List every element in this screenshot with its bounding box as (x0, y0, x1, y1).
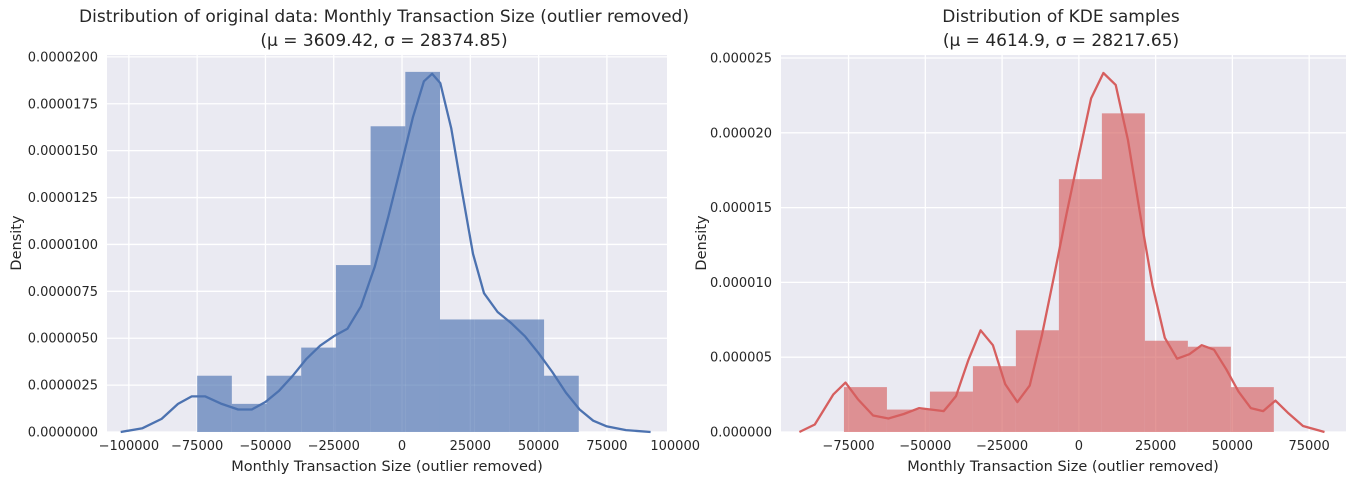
chart-title-line2: (μ = 3609.42, σ = 28374.85) (260, 31, 507, 51)
chart-kde-samples: Distribution of KDE samples (μ = 4614.9,… (694, 7, 1346, 475)
y-tick-label: 0.000025 (710, 51, 772, 66)
y-tick-label: 0.0000150 (28, 144, 98, 159)
kde-line (798, 71, 1325, 434)
x-tick-label: 25000 (1135, 439, 1176, 454)
y-tick-labels: 0.000000 0.000005 0.000010 0.000015 0.000020… (710, 51, 772, 440)
grid (781, 55, 1346, 433)
y-tick-label: 0.0000050 (28, 332, 98, 347)
chart-title-line1: Distribution of original data: Monthly T… (79, 7, 689, 27)
x-tick-label: −75000 (822, 439, 874, 454)
x-tick-label: −25000 (976, 439, 1028, 454)
x-tick-label: 25000 (450, 439, 491, 454)
kde-line (120, 72, 651, 434)
histogram-bar (509, 319, 545, 432)
kde-curve (798, 71, 1325, 434)
y-tick-label: 0.0000025 (28, 379, 98, 394)
y-tick-label: 0.0000125 (28, 191, 98, 206)
y-tick-labels: 0.0000000 0.0000025 0.0000050 0.0000075 0.00… (28, 50, 98, 440)
histogram-bar (439, 319, 475, 432)
x-tick-labels: −75000 −50000 −25000 0 25000 50000 75000 (822, 439, 1329, 454)
histogram-bar (301, 347, 336, 432)
chart-title-line1: Distribution of KDE samples (942, 7, 1180, 27)
y-tick-label: 0.0000100 (28, 238, 98, 253)
chart-title-line2: (μ = 4614.9, σ = 28217.65) (943, 31, 1179, 51)
histogram-bar (1144, 340, 1188, 432)
histogram-bar (474, 319, 510, 432)
x-tick-label: 50000 (1212, 439, 1253, 454)
y-tick-label: 0.000010 (710, 276, 772, 291)
histogram-bars (197, 71, 579, 433)
x-tick-label: 75000 (1288, 439, 1329, 454)
x-axis-label: Monthly Transaction Size (outlier remove… (231, 459, 542, 475)
x-tick-label: −100000 (99, 439, 160, 454)
x-tick-label: 100000 (650, 439, 700, 454)
y-tick-label: 0.0000200 (28, 50, 98, 65)
histogram-bar (1187, 346, 1231, 432)
histogram-bar (370, 126, 406, 433)
y-axis-label: Density (694, 215, 710, 271)
y-tick-label: 0.000015 (710, 201, 772, 216)
x-tick-label: 50000 (518, 439, 559, 454)
y-tick-label: 0.0000075 (28, 285, 98, 300)
histogram-bar (972, 366, 1016, 432)
y-tick-label: 0.000000 (710, 426, 772, 441)
x-tick-label: 0 (398, 439, 406, 454)
histogram-bar (405, 71, 440, 432)
x-tick-label: −50000 (899, 439, 951, 454)
y-axis-label: Density (9, 215, 25, 271)
histogram-bar (1101, 113, 1145, 432)
x-tick-label: −50000 (239, 439, 291, 454)
x-tick-label: −75000 (171, 439, 223, 454)
kde-curve (120, 72, 651, 434)
x-tick-label: 75000 (586, 439, 627, 454)
histogram-bar (335, 265, 371, 432)
x-tick-label: −25000 (308, 439, 360, 454)
x-tick-labels: −100000 −75000 −50000 −25000 0 25000 50000 7500… (99, 439, 700, 454)
histogram-bar (1015, 330, 1059, 432)
y-tick-label: 0.0000175 (28, 97, 98, 112)
y-tick-label: 0.000005 (710, 351, 772, 366)
y-tick-label: 0.0000000 (28, 426, 98, 441)
histogram-bar (843, 387, 887, 432)
x-axis-label: Monthly Transaction Size (outlier remove… (907, 459, 1218, 475)
x-tick-label: 0 (1075, 439, 1083, 454)
histogram-bar (197, 375, 232, 432)
chart-original-data: Distribution of original data: Monthly T… (9, 7, 700, 475)
y-tick-label: 0.000020 (710, 126, 772, 141)
histogram-bar (929, 391, 973, 432)
